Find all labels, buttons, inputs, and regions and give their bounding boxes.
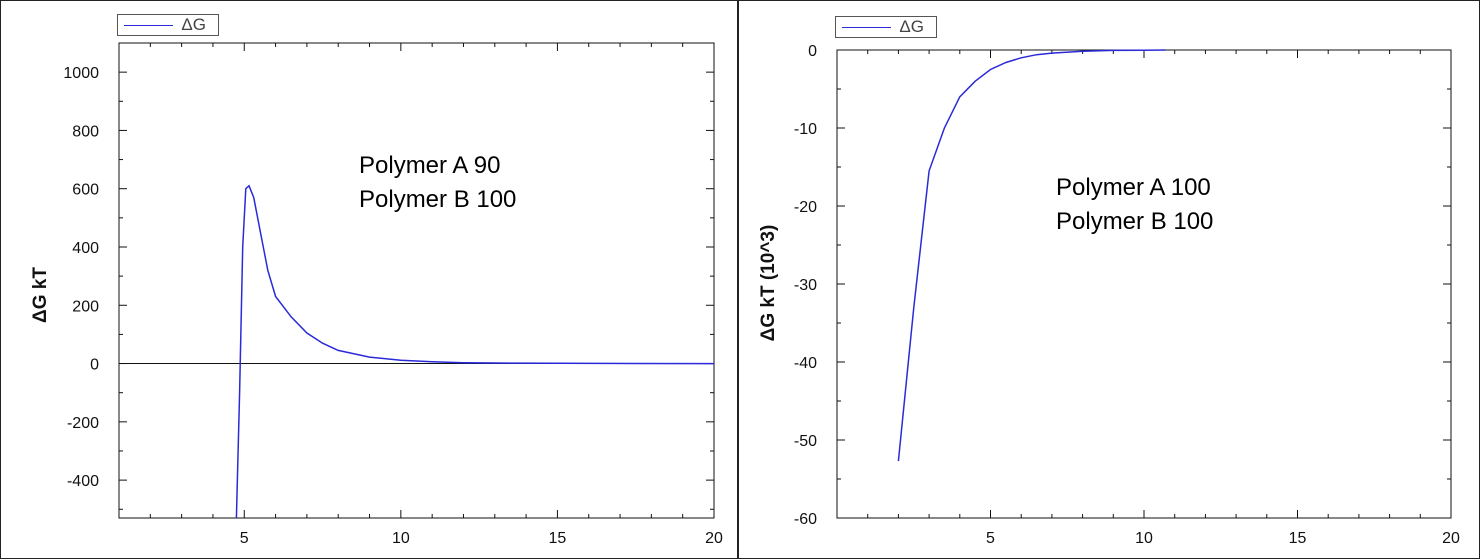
chart-panel-right: 5 10 15 20 -60 -50 -40 -30 -20 -10 0 ΔG ΔG kT (10^… bbox=[738, 0, 1480, 559]
x-tick-label-left: 10 bbox=[392, 530, 410, 547]
x-tick-label-right: 15 bbox=[1289, 530, 1307, 547]
chart-right-svg: 5 10 15 20 -60 -50 -40 -30 -20 -10 0 bbox=[794, 43, 1460, 547]
x-tick-label-right: 10 bbox=[1135, 530, 1153, 547]
legend-swatch-right bbox=[842, 26, 892, 28]
x-tick-label-right: 20 bbox=[1442, 530, 1460, 547]
y-axis-label-left: ΔG kT bbox=[30, 267, 51, 323]
y-tick-label-left: 200 bbox=[72, 298, 99, 315]
annotation-left: Polymer A 90 Polymer B 100 bbox=[359, 149, 516, 217]
legend-swatch-left bbox=[124, 24, 174, 26]
y-tick-label-left: 0 bbox=[90, 357, 99, 374]
y-tick-label-right: -20 bbox=[794, 199, 817, 216]
chart-panel-left: 5 10 15 20 -400 -200 0 200 400 600 800 1000 ΔG ΔG k… bbox=[0, 0, 738, 559]
y-tick-label-left: 1000 bbox=[63, 65, 99, 82]
legend-left: ΔG bbox=[117, 14, 219, 36]
y-tick-label-right: -60 bbox=[794, 511, 817, 528]
annotation-right: Polymer A 100 Polymer B 100 bbox=[1056, 171, 1213, 239]
series-line-right bbox=[897, 49, 1166, 462]
annotation-right-line-1: Polymer A 100 bbox=[1056, 174, 1211, 201]
y-tick-label-right: -10 bbox=[794, 121, 817, 138]
legend-label-right: ΔG bbox=[899, 17, 924, 36]
y-tick-label-right: 0 bbox=[808, 43, 817, 60]
y-tick-label-right: -40 bbox=[794, 355, 817, 372]
x-tick-label-right: 5 bbox=[986, 530, 995, 547]
legend-label-left: ΔG bbox=[181, 15, 206, 34]
x-tick-label-left: 20 bbox=[705, 530, 723, 547]
x-tick-label-left: 5 bbox=[240, 530, 249, 547]
y-tick-label-right: -50 bbox=[794, 433, 817, 450]
y-tick-label-left: 400 bbox=[72, 240, 99, 257]
chart-left-svg: 5 10 15 20 -400 -200 0 200 400 600 800 1000 bbox=[63, 42, 723, 547]
legend-right: ΔG bbox=[835, 16, 937, 38]
y-tick-label-left: 800 bbox=[72, 123, 99, 140]
y-axis-label-right: ΔG kT (10^3) bbox=[758, 224, 779, 342]
x-tick-label-left: 15 bbox=[549, 530, 567, 547]
y-tick-label-left: -400 bbox=[67, 473, 99, 490]
y-tick-label-right: -30 bbox=[794, 277, 817, 294]
y-tick-label-left: 600 bbox=[72, 182, 99, 199]
annotation-left-line-1: Polymer A 90 bbox=[359, 152, 501, 179]
y-tick-label-left: -200 bbox=[67, 415, 99, 432]
plot-frame-right bbox=[836, 49, 1452, 519]
annotation-left-line-2: Polymer B 100 bbox=[359, 186, 517, 213]
plot-frame-left bbox=[118, 42, 715, 519]
annotation-right-line-2: Polymer B 100 bbox=[1056, 208, 1214, 235]
series-line-left bbox=[235, 184, 715, 519]
